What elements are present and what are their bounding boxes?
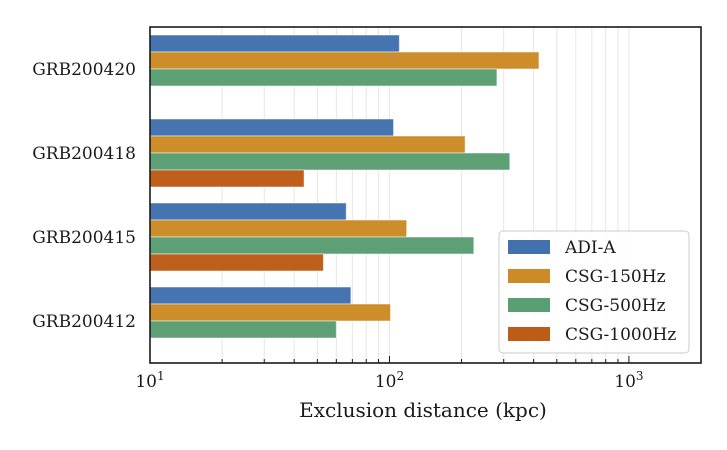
y-tick-label: GRB200418 [32, 144, 136, 164]
legend-label: CSG-150Hz [565, 267, 666, 287]
bar-GRB200418-CSG-500Hz [149, 152, 511, 171]
y-tick-label: GRB200412 [32, 312, 136, 332]
legend-swatch [508, 269, 550, 283]
bar-GRB200415-ADI-A [149, 202, 347, 221]
bar-GRB200420-ADI-A [149, 34, 400, 53]
legend-label: CSG-500Hz [565, 296, 666, 316]
y-axis: GRB200420 GRB200418 GRB200415 GRB200412 [32, 60, 136, 332]
bar-GRB200412-ADI-A [149, 286, 352, 305]
bar-GRB200418-ADI-A [149, 118, 395, 137]
y-tick-label: GRB200420 [32, 60, 136, 80]
bar-GRB200418-CSG-1000Hz [149, 169, 305, 188]
bar-GRB200412-CSG-500Hz [149, 320, 337, 339]
bar-GRB200418-CSG-150Hz [149, 135, 466, 154]
bar-GRB200420-CSG-150Hz [149, 51, 540, 70]
x-tick-label: 103 [614, 369, 643, 392]
x-axis: 101 102 103 [135, 356, 702, 392]
bar-GRB200415-CSG-1000Hz [149, 253, 324, 272]
bar-GRB200415-CSG-150Hz [149, 219, 408, 238]
x-axis-label: Exclusion distance (kpc) [299, 398, 547, 422]
legend-label: CSG-1000Hz [565, 325, 676, 345]
legend-swatch [508, 298, 550, 312]
x-tick-label: 102 [375, 369, 404, 392]
y-tick-label: GRB200415 [32, 228, 136, 248]
legend-swatch [508, 240, 550, 254]
bars [149, 34, 540, 339]
x-tick-label: 101 [135, 369, 164, 392]
legend-label: ADI-A [564, 238, 616, 258]
bar-GRB200412-CSG-150Hz [149, 303, 391, 322]
legend: ADI-A CSG-150Hz CSG-500Hz CSG-1000Hz [498, 230, 690, 354]
legend-swatch [508, 327, 550, 341]
bar-GRB200415-CSG-500Hz [149, 236, 475, 255]
legend-box [498, 230, 690, 354]
bar-GRB200420-CSG-500Hz [149, 68, 498, 87]
plot-frame [149, 26, 702, 364]
